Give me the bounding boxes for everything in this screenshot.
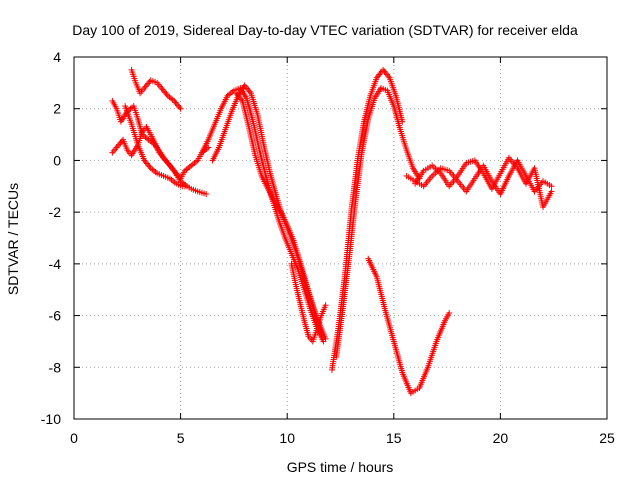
y-tick-label: 0 (53, 152, 61, 168)
chart-title: Day 100 of 2019, Sidereal Day-to-day VTE… (72, 22, 578, 38)
plot-frame (73, 56, 608, 420)
data-point (183, 183, 190, 190)
y-tick-label: 2 (53, 101, 61, 117)
data-point (322, 335, 329, 342)
x-axis-label: GPS time / hours (287, 459, 394, 475)
data-point (446, 309, 453, 316)
data-point (177, 105, 184, 112)
y-tick-label: -8 (49, 359, 62, 375)
y-tick-label: -4 (49, 256, 62, 272)
y-tick-label: -6 (49, 308, 62, 324)
y-axis-label: SDTVAR / TECUs (5, 183, 21, 295)
data-point (203, 191, 210, 198)
data-points (109, 66, 555, 397)
x-tick-label: 10 (279, 430, 295, 446)
y-tick-label: -10 (41, 411, 61, 427)
y-tick-label: -2 (49, 204, 62, 220)
x-tick-label: 0 (70, 430, 78, 446)
axis-ticks: 0 5 10 15 20 25 -10 -8 -6 -4 -2 0 2 4 (41, 49, 615, 446)
x-tick-label: 20 (493, 430, 509, 446)
x-tick-label: 15 (386, 430, 402, 446)
data-point (548, 183, 555, 190)
grid-lines (74, 57, 607, 419)
x-tick-label: 25 (599, 430, 615, 446)
data-point (548, 188, 555, 195)
data-point (322, 302, 329, 309)
x-tick-label: 5 (177, 430, 185, 446)
y-tick-label: 4 (53, 49, 61, 65)
